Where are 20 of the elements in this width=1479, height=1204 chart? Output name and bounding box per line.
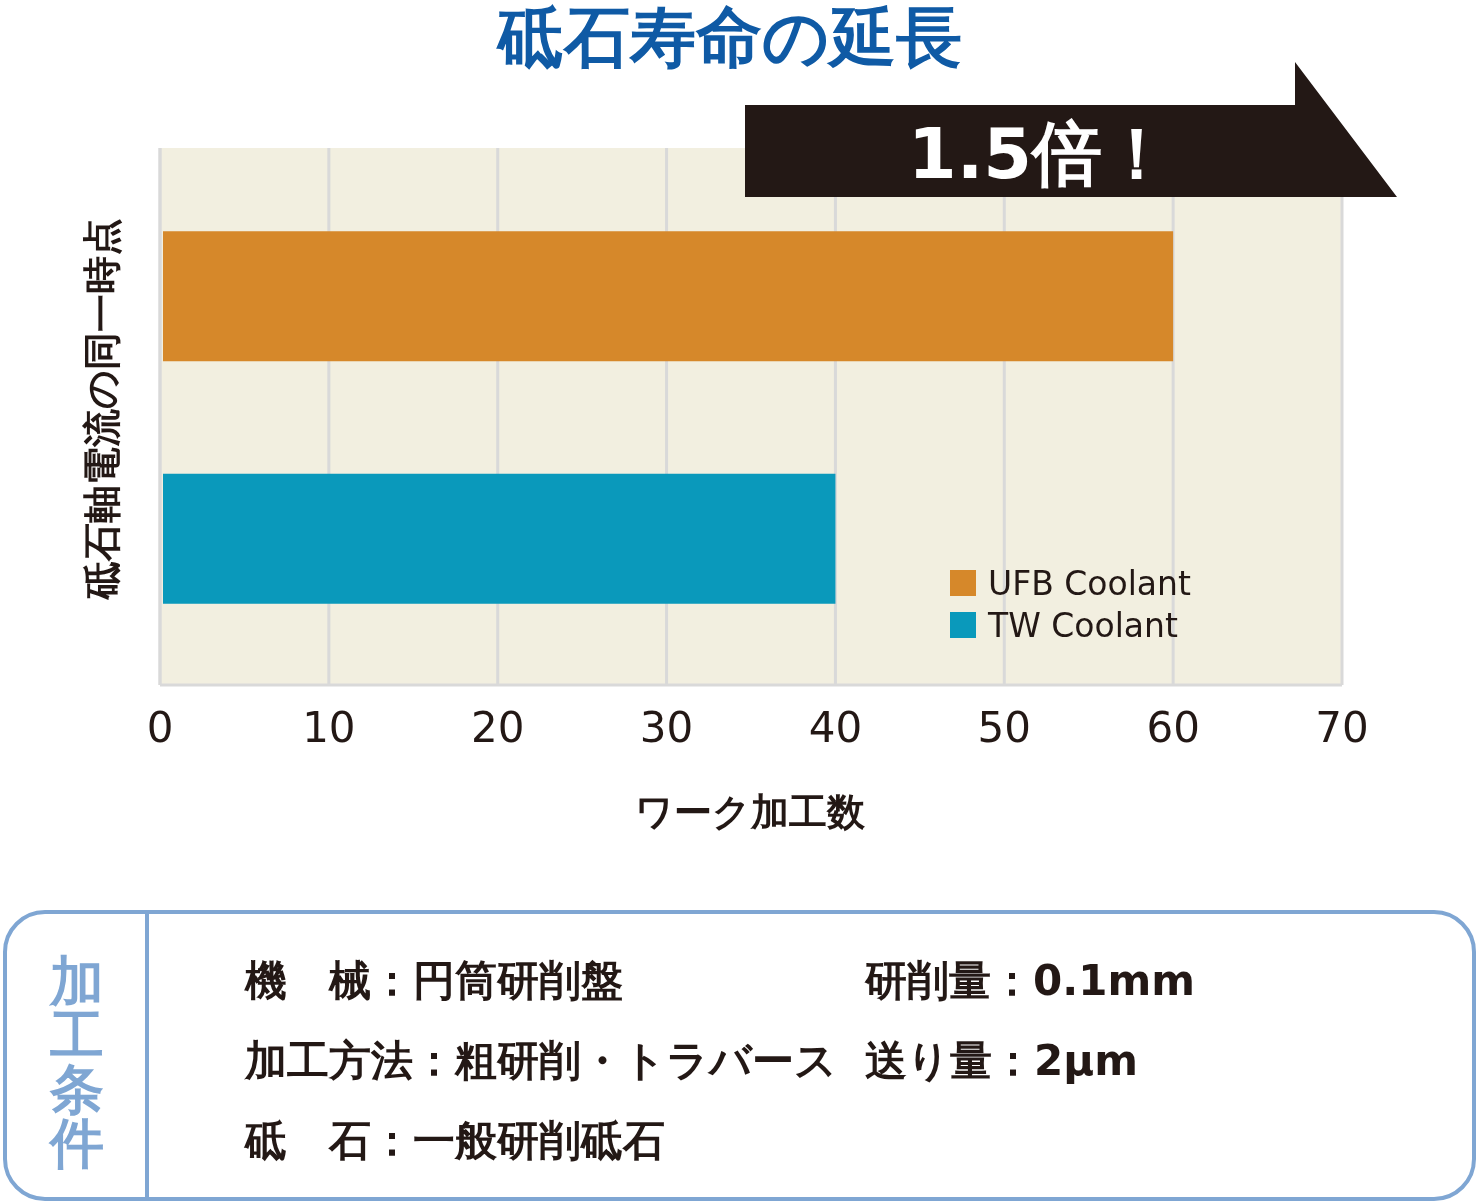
text: 送り量：2μm [865, 1036, 1138, 1085]
text: 砥 石：一般研削砥石 [243, 1116, 665, 1165]
text: 機 械：円筒研削盤 [244, 956, 623, 1005]
x-tick-label: 20 [470, 703, 525, 752]
text: 加工方法：粗研削・トラバース [244, 1036, 837, 1085]
x-tick-label: 0 [146, 703, 174, 752]
text: 加工条件 [48, 950, 104, 1175]
text: 研削量：0.1mm [864, 956, 1195, 1005]
x-tick-label: 30 [639, 703, 694, 752]
x-tick-label: 70 [1315, 703, 1369, 752]
x-axis-title: ワーク加工数 [635, 790, 866, 834]
x-tick-label: 50 [977, 703, 1032, 752]
chart-title: 砥石寿命の延長 [496, 0, 962, 76]
x-tick-label: 60 [1146, 703, 1200, 752]
legend-label: TW Coolant [987, 606, 1178, 645]
x-tick-label: 10 [302, 703, 356, 752]
legend-label: UFB Coolant [988, 564, 1191, 603]
y-axis-title: 砥石軸電流の同一時点 [80, 217, 124, 601]
annotation: 1.5倍！ [907, 113, 1173, 195]
x-tick-label: 40 [808, 703, 863, 752]
